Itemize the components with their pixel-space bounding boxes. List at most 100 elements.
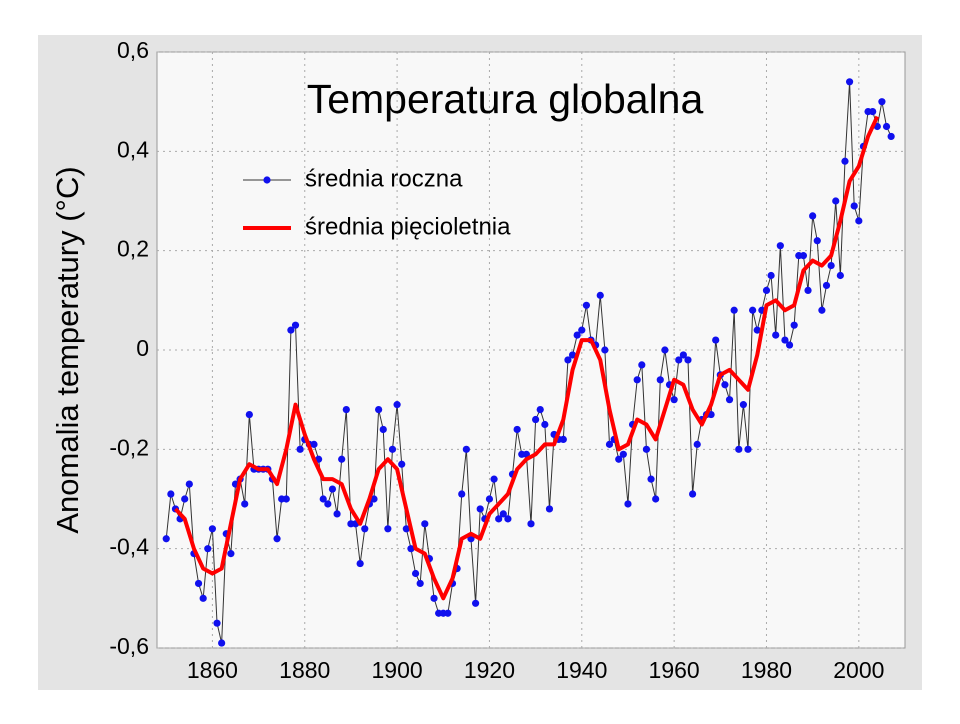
data-point (670, 396, 678, 404)
legend-label: średnia roczna (305, 165, 463, 192)
data-point (841, 157, 849, 165)
data-point (375, 406, 383, 414)
data-point (241, 500, 249, 508)
data-point (471, 599, 480, 607)
data-point (596, 291, 604, 299)
data-point (361, 525, 369, 533)
data-point (601, 346, 609, 354)
data-point (712, 336, 720, 344)
data-point (804, 286, 812, 294)
y-tick-label: -0,4 (109, 534, 149, 560)
data-point (809, 212, 817, 220)
data-point (333, 510, 341, 518)
data-point (384, 525, 392, 533)
data-point (656, 376, 664, 384)
data-point (633, 376, 641, 384)
data-point (573, 331, 581, 339)
data-point (458, 490, 466, 498)
data-point (476, 505, 484, 513)
data-point (882, 122, 891, 131)
data-point (208, 525, 217, 533)
data-point (878, 98, 886, 106)
data-point (767, 271, 775, 280)
data-point (615, 455, 623, 463)
legend-label: średnia pięcioletnia (305, 213, 511, 240)
data-point (638, 361, 646, 369)
data-point (855, 217, 863, 225)
data-point (513, 425, 521, 434)
data-point (647, 475, 655, 483)
data-point (291, 321, 300, 329)
data-point (684, 356, 692, 364)
data-point (753, 326, 761, 334)
data-point (578, 326, 586, 334)
y-tick-label: -0,6 (109, 633, 149, 659)
data-point (624, 500, 632, 508)
data-point (388, 445, 397, 453)
data-point (527, 520, 535, 528)
data-point (504, 515, 512, 523)
data-point (790, 321, 798, 329)
data-point (416, 579, 424, 588)
data-point (739, 401, 747, 409)
data-point (532, 415, 540, 424)
data-point (781, 336, 789, 344)
y-tick-label: 0,2 (117, 236, 149, 262)
data-point (679, 351, 687, 359)
data-point (582, 301, 591, 309)
data-point (762, 286, 771, 294)
data-point (338, 455, 346, 463)
data-point (822, 281, 831, 290)
x-tick-label: 2000 (833, 657, 884, 683)
data-point (772, 331, 780, 339)
data-point (887, 132, 895, 141)
data-point (398, 460, 406, 468)
data-point (495, 515, 503, 523)
series-line (174, 115, 880, 601)
data-point (490, 475, 498, 483)
x-tick-label: 1860 (187, 657, 238, 683)
data-point (162, 535, 170, 543)
data-point (245, 410, 253, 419)
data-point (319, 495, 327, 503)
data-point (444, 609, 452, 617)
data-point (218, 639, 226, 647)
data-point (324, 500, 332, 508)
data-point (499, 510, 507, 518)
data-point (287, 326, 295, 334)
data-point (282, 495, 290, 503)
data-point (689, 490, 697, 498)
data-point (356, 559, 364, 568)
data-point (675, 356, 683, 364)
data-point (328, 485, 337, 493)
data-point (721, 381, 729, 389)
data-point (296, 445, 304, 453)
data-point (430, 594, 438, 602)
data-point (462, 445, 470, 453)
x-tick-label: 1880 (279, 657, 330, 683)
data-point (730, 306, 738, 314)
data-point (832, 197, 840, 205)
data-point (536, 406, 544, 414)
data-point (642, 445, 651, 453)
data-point (605, 440, 614, 448)
data-point (735, 445, 743, 453)
data-point (402, 525, 410, 533)
data-point (411, 569, 420, 578)
data-point (564, 356, 572, 364)
data-point (204, 545, 212, 553)
data-point (181, 495, 189, 503)
data-point (421, 520, 429, 528)
y-tick-label: 0,6 (117, 37, 149, 63)
data-point (199, 594, 207, 602)
data-point (379, 425, 387, 434)
data-point (310, 440, 318, 448)
data-point (541, 420, 549, 429)
data-point (799, 252, 808, 260)
data-point (693, 440, 701, 448)
data-point (813, 237, 821, 245)
data-point (342, 406, 350, 414)
data-point (749, 306, 757, 314)
data-point (850, 202, 858, 210)
y-tick-label: 0,4 (117, 136, 149, 162)
